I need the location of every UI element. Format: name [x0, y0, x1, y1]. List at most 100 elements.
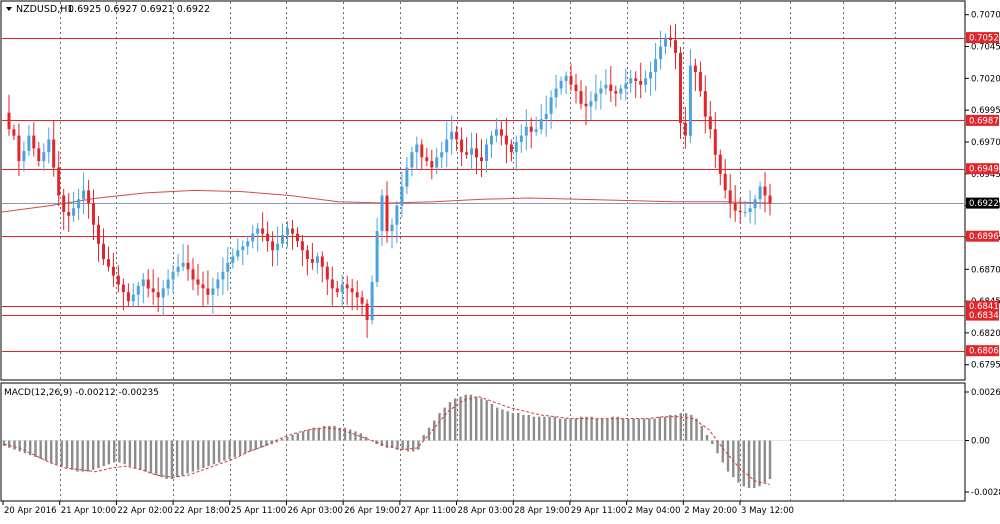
candle-body — [708, 116, 712, 130]
time-tick-label: 2 May 04:00 — [628, 506, 681, 516]
candle-body — [693, 65, 697, 72]
level-tag-label: 0.7052 — [969, 34, 999, 44]
candle-body — [32, 135, 36, 149]
macd-bar — [254, 440, 257, 450]
macd-bar — [417, 440, 420, 450]
candle-body — [634, 78, 638, 81]
price-tick-label: 0.6820 — [971, 329, 1000, 339]
macd-bar — [700, 425, 703, 441]
macd-bar — [354, 431, 357, 441]
macd-bar — [600, 418, 604, 441]
level-tag-bg — [966, 163, 999, 175]
symbol-timeframe-label: NZDUSD,H1 — [16, 4, 73, 15]
price-candles — [7, 23, 772, 338]
macd-bar — [196, 440, 200, 470]
macd-bar — [385, 440, 389, 448]
chart-menu-triangle-icon[interactable] — [6, 7, 12, 11]
candle-body — [674, 40, 677, 53]
macd-bar — [469, 394, 473, 441]
candle-body — [659, 46, 663, 60]
candle-body — [320, 256, 324, 267]
macd-bar — [637, 418, 640, 441]
candle-body — [519, 135, 523, 142]
macd-bar — [768, 440, 772, 479]
macd-bar — [44, 440, 48, 461]
candle-body — [534, 129, 538, 132]
candle-body — [276, 243, 280, 251]
candle-body — [738, 210, 742, 212]
candle-body — [146, 279, 150, 289]
macd-bar — [202, 440, 205, 468]
macd-bar — [496, 407, 499, 441]
macd-bar — [207, 440, 210, 467]
macd-bar — [34, 440, 37, 457]
macd-bar — [590, 416, 593, 441]
time-tick-label: 27 Apr 11:00 — [401, 506, 456, 516]
candle-body — [37, 148, 41, 162]
indicator-frame — [0, 382, 966, 502]
macd-bar — [118, 440, 121, 463]
candle-body — [415, 144, 419, 153]
main-chart-frame — [0, 0, 966, 381]
macd-bar — [569, 418, 572, 441]
candle-body — [599, 88, 603, 94]
candle-body — [131, 294, 135, 302]
macd-bar — [149, 440, 153, 474]
candle-body — [664, 37, 667, 47]
candle-body — [654, 59, 658, 72]
candle-body — [539, 119, 543, 130]
candle-body — [111, 266, 115, 276]
macd-bar — [642, 418, 646, 441]
macd-bar — [244, 440, 247, 454]
candle-body — [176, 266, 180, 272]
macd-bar — [134, 440, 137, 468]
candle-body — [723, 173, 727, 191]
macd-bar — [55, 440, 58, 465]
macd-bar — [669, 414, 672, 441]
macd-bar — [259, 440, 263, 448]
level-tag-label: 0.6987 — [969, 116, 999, 126]
candle-body — [156, 292, 160, 298]
candle-body — [181, 262, 185, 267]
macd-bar — [454, 398, 457, 441]
candle-body — [315, 256, 319, 263]
candle-body — [241, 246, 245, 251]
macd-bar — [422, 435, 425, 441]
macd-bar — [296, 433, 299, 441]
macd-bar — [391, 440, 394, 448]
candle-body — [375, 231, 379, 282]
macd-bar — [579, 416, 583, 441]
candle-body — [261, 228, 265, 234]
level-tag-label: 0.6806 — [969, 347, 999, 357]
macd-bar — [406, 440, 410, 452]
macd-bar — [223, 440, 226, 461]
macd-bar — [480, 398, 483, 441]
macd-bar — [128, 440, 132, 467]
macd-bar — [212, 440, 216, 465]
macd-bar — [763, 440, 766, 483]
macd-bar — [758, 440, 761, 487]
macd-bar — [280, 438, 284, 441]
candle-body — [171, 271, 175, 280]
macd-tick-label: -0.00281 — [971, 488, 1000, 498]
level-tag-label: 0.6841 — [969, 302, 999, 312]
candle-body — [201, 284, 205, 289]
macd-bar — [737, 440, 740, 483]
macd-bar — [522, 414, 525, 441]
macd-bar — [448, 402, 452, 441]
candle-body — [395, 205, 399, 225]
macd-bar — [286, 436, 289, 441]
macd-bar — [2, 440, 6, 446]
candle-body — [57, 167, 61, 196]
ohlc-quote-values: 0.6925 0.6927 0.6921 0.6922 — [68, 4, 210, 15]
candle-body — [281, 234, 284, 244]
candle-body — [514, 142, 518, 153]
candle-body — [196, 279, 200, 285]
macd-bar — [558, 418, 562, 441]
price-tick-label: 0.6870 — [971, 265, 1000, 275]
candle-body — [97, 224, 100, 244]
macd-bar — [233, 440, 236, 457]
candle-body — [27, 135, 31, 151]
